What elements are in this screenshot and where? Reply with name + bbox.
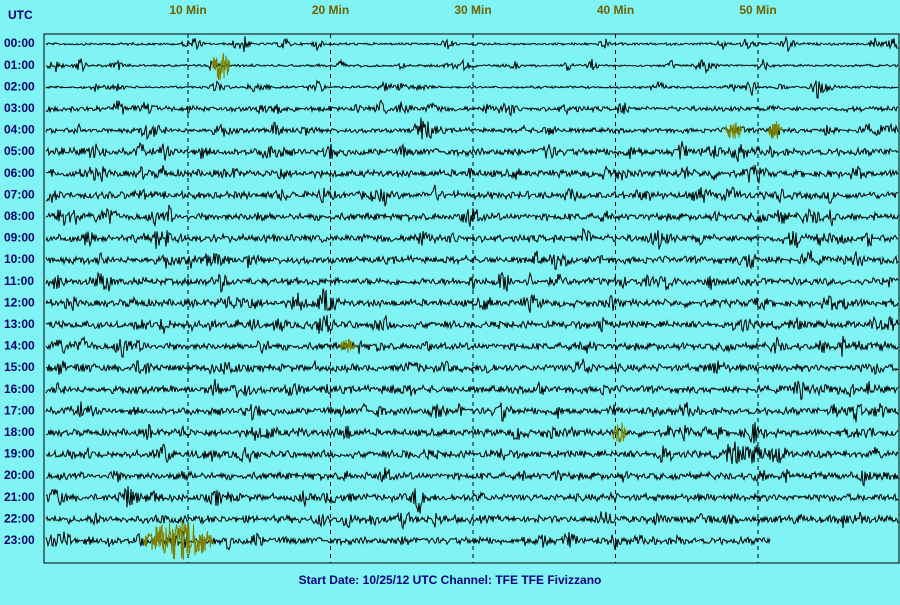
event-trace — [142, 521, 214, 560]
trace — [45, 227, 898, 250]
hour-label: 21:00 — [4, 490, 35, 504]
x-tick-label: 50 Min — [739, 3, 776, 17]
hour-label: 08:00 — [4, 209, 35, 223]
hour-label: 04:00 — [4, 123, 35, 137]
trace — [45, 35, 899, 53]
hour-label: 20:00 — [4, 468, 35, 482]
trace — [45, 401, 899, 423]
hour-label: 01:00 — [4, 58, 35, 72]
event-trace — [724, 122, 743, 139]
hour-label: 10:00 — [4, 252, 35, 266]
trace — [45, 357, 899, 375]
trace — [45, 511, 899, 531]
trace — [45, 141, 899, 162]
plot-frame — [43, 33, 900, 564]
hour-label: 06:00 — [4, 166, 35, 180]
trace — [45, 164, 899, 184]
hour-label: 18:00 — [4, 425, 35, 439]
hour-label: 03:00 — [4, 101, 35, 115]
trace — [45, 184, 899, 207]
trace — [45, 288, 899, 313]
hour-label: 22:00 — [4, 511, 35, 525]
trace — [45, 422, 899, 444]
event-trace — [211, 52, 231, 81]
hour-label: 09:00 — [4, 231, 35, 245]
hour-label: 23:00 — [4, 533, 35, 547]
hour-label: 02:00 — [4, 79, 35, 93]
trace — [45, 335, 899, 358]
event-trace — [339, 338, 356, 353]
x-tick-label: 40 Min — [597, 3, 634, 17]
hour-label: 19:00 — [4, 447, 35, 461]
trace — [45, 204, 899, 227]
x-tick-label: 10 Min — [169, 3, 206, 17]
hour-label: 13:00 — [4, 317, 35, 331]
x-tick-label: 20 Min — [312, 3, 349, 17]
event-trace — [611, 422, 627, 443]
hour-label: 07:00 — [4, 187, 35, 201]
hour-label: 14:00 — [4, 339, 35, 353]
trace — [45, 314, 899, 334]
footer: Start Date: 10/25/12 UTC Channel: TFE TF… — [299, 573, 602, 587]
hour-label: 17:00 — [4, 403, 35, 417]
hour-label: 11:00 — [4, 274, 34, 288]
trace — [45, 117, 899, 141]
event-trace — [767, 121, 783, 140]
hour-label: 00:00 — [4, 36, 35, 50]
hour-label: 12:00 — [4, 295, 35, 309]
x-tick-label: 30 Min — [454, 3, 491, 17]
trace — [45, 250, 899, 271]
corner-label: UTC — [8, 8, 33, 22]
trace — [45, 467, 899, 487]
trace — [45, 79, 899, 99]
hour-label: 16:00 — [4, 382, 35, 396]
trace — [45, 378, 899, 401]
hour-label: 15:00 — [4, 360, 35, 374]
trace — [45, 271, 899, 293]
trace — [45, 486, 899, 514]
hour-label: 05:00 — [4, 144, 35, 158]
trace — [45, 99, 899, 117]
trace — [45, 441, 899, 465]
trace — [45, 58, 899, 75]
